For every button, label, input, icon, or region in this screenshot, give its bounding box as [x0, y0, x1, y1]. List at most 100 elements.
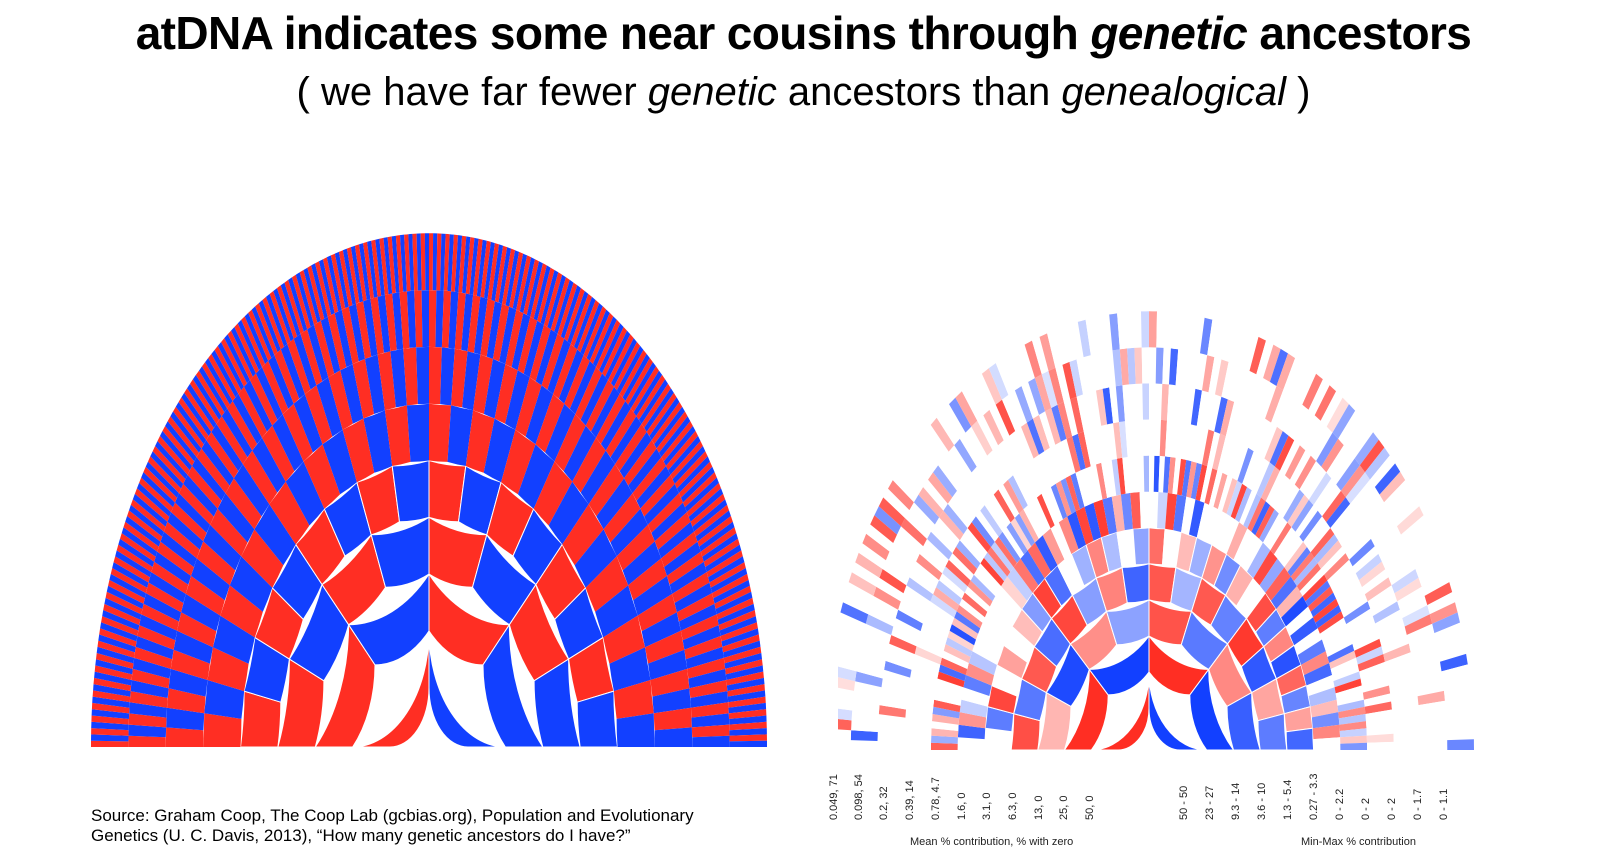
ancestor-contribution [1141, 347, 1149, 384]
ancestor-slot [544, 272, 563, 327]
ancestor-contribution [1365, 709, 1393, 722]
ancestor-slot [602, 327, 627, 377]
ancestor-slot [255, 303, 278, 356]
ancestor-contribution [1299, 461, 1322, 495]
ancestor-contribution [945, 637, 973, 657]
ancestor-contribution [1032, 414, 1050, 452]
ancestor-contribution [1181, 459, 1192, 497]
ancestor-contribution [912, 561, 939, 588]
ancestor-contribution [1338, 714, 1366, 725]
ancestor-slot [605, 408, 637, 458]
ancestor-contribution [1285, 606, 1314, 636]
ancestor-contribution [943, 451, 967, 485]
ancestor-contribution [957, 737, 985, 750]
ancestor-contribution [1408, 533, 1436, 561]
ancestor-contribution [995, 399, 1016, 436]
ancestor-contribution [1184, 387, 1196, 425]
ancestor-contribution [1080, 468, 1094, 505]
ancestor-slot [726, 677, 765, 692]
ancestor-slot [91, 721, 129, 731]
ancestor-contribution [1314, 534, 1339, 564]
ancestor-contribution [905, 709, 933, 722]
ancestor-contribution [1253, 418, 1272, 455]
ancestor-slot [687, 657, 726, 679]
ancestor-slot [160, 430, 192, 471]
ancestor-slot [700, 527, 737, 557]
ancestor-slot [137, 482, 172, 517]
ancestor-slot [143, 466, 177, 503]
ancestor-slot [118, 538, 155, 567]
ancestor-contribution [1204, 468, 1218, 505]
ancestor-slot [307, 265, 325, 321]
ancestor-slot [583, 306, 607, 358]
ancestor-contribution [866, 524, 894, 552]
ancestor-contribution [1392, 497, 1420, 527]
ancestor-contribution [1274, 479, 1295, 514]
ancestor-contribution [1156, 311, 1165, 348]
ancestor-contribution [906, 577, 934, 602]
ancestor-contribution [1237, 408, 1253, 445]
ancestor-contribution [1390, 687, 1418, 702]
ancestor-contribution [1019, 509, 1039, 543]
ancestor-contribution [882, 560, 910, 586]
ancestor-slot [304, 385, 333, 445]
ancestor-contribution [998, 440, 1018, 476]
ancestor-contribution [1109, 386, 1119, 424]
ancestor-slot [350, 245, 364, 303]
ancestor-contribution [1386, 660, 1414, 678]
ancestor-contribution [879, 569, 907, 594]
ancestor-contribution [1367, 741, 1394, 750]
ancestor-contribution [1330, 657, 1358, 675]
ancestor-slot [715, 591, 753, 615]
ancestor-contribution [1062, 361, 1077, 400]
ancestor-contribution [1013, 470, 1033, 506]
ancestor-slot [216, 416, 248, 465]
ancestor-contribution [1050, 483, 1068, 520]
ancestor-contribution [1419, 720, 1447, 732]
ancestor-contribution [1234, 367, 1250, 405]
ancestor-contribution [1065, 475, 1081, 512]
ancestor-contribution [934, 692, 962, 706]
ancestor-slot [550, 277, 570, 332]
ancestor-contribution [989, 494, 1011, 528]
ancestor-contribution [853, 690, 881, 706]
ancestor-contribution [1432, 612, 1460, 634]
ancestor-contribution [1322, 490, 1346, 523]
ancestor-slot [196, 541, 236, 586]
ancestor-contribution [1314, 385, 1337, 421]
ancestor-contribution [1195, 353, 1208, 391]
ancestor-slot [181, 392, 212, 436]
ancestor-contribution [859, 642, 888, 661]
genetic-ancestry-fan-chart [838, 311, 1474, 750]
ancestor-contribution [1290, 617, 1318, 646]
ancestor-slot [106, 585, 144, 609]
ancestor-slot [684, 636, 723, 660]
ancestor-contribution [1412, 652, 1440, 670]
ancestor-slot [129, 504, 164, 537]
ancestor-slot [400, 234, 407, 292]
ancestor-contribution [1308, 586, 1334, 612]
ancestor-slot [269, 291, 291, 344]
ancestor-slot [91, 709, 130, 719]
ancestor-slot [97, 640, 135, 658]
ancestor-slot [112, 562, 149, 588]
ancestor-contribution [1021, 381, 1039, 419]
ancestor-slot [501, 429, 536, 495]
ancestor-slot [644, 483, 679, 525]
ancestor-slot [545, 403, 576, 462]
ancestor-slot [284, 279, 304, 334]
ancestor-contribution [1281, 596, 1309, 627]
ancestor-contribution [1137, 419, 1144, 456]
ancestor-contribution [1394, 577, 1422, 602]
ancestor-contribution [932, 714, 960, 725]
ancestor-slot [718, 610, 756, 631]
ancestor-slot [563, 425, 596, 482]
ancestor-slot [728, 709, 767, 719]
slide-subtitle: ( we have far fewer genetic ancestors th… [296, 70, 1311, 114]
ancestor-contribution [1246, 374, 1264, 412]
ancestor-slot [729, 734, 767, 742]
ancestor-contribution [855, 552, 883, 578]
ancestor-contribution [984, 499, 1007, 532]
ancestor-contribution [1281, 536, 1304, 568]
ancestor-slot [429, 346, 442, 405]
